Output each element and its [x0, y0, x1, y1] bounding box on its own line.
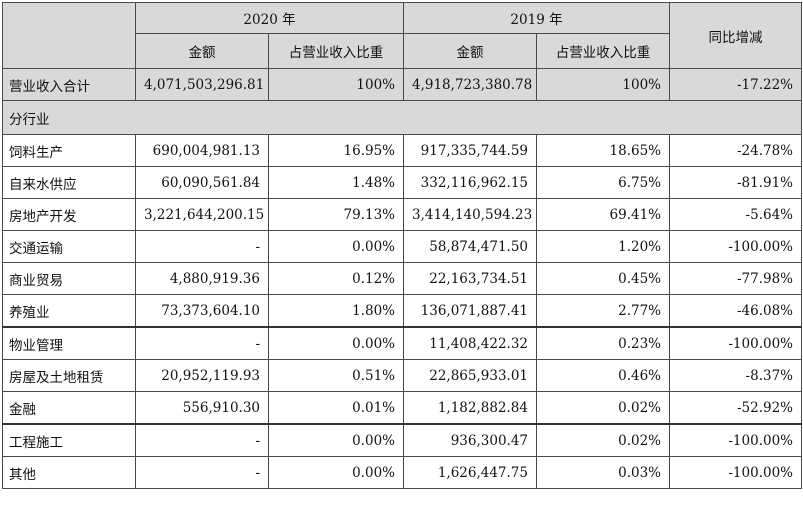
ratio-2019: 0.45% [536, 262, 670, 295]
table-row: 金融 556,910.30 0.01% 1,182,882.84 0.02% -52.92… [2, 391, 802, 425]
table-row: 物业管理 -0.00% 11,408,422.32 0.23% -100.00% [2, 326, 802, 360]
amount-2020: - [135, 423, 269, 457]
header-row-metrics: 金额 占营业收入比重 金额 占营业收入比重 [3, 33, 802, 69]
yoy: -8.37% [669, 359, 802, 392]
header-row-years: 2020 年 2019 年 同比增减 [2, 2, 802, 69]
row-label: 交通运输 [2, 230, 136, 263]
total-yoy: -17.22% [669, 68, 802, 101]
total-row: 营业收入合计 4,071,503,296.81 100% 4,918,723,3… [2, 68, 802, 101]
table-row: 养殖业 73,373,604.10 1.80% 136,071,887.41 2.77%… [2, 294, 802, 328]
ratio-2019: 69.41% [536, 198, 670, 231]
row-label: 饲料生产 [2, 134, 136, 167]
yoy: -81.91% [669, 166, 802, 199]
yoy: -100.00% [669, 230, 802, 263]
ratio-2020: 0.12% [268, 262, 404, 295]
table-row: 自来水供应 60,090,561.84 1.48% 332,116,962.15 6.7… [2, 166, 802, 199]
yoy: -5.64% [669, 198, 802, 231]
total-label: 营业收入合计 [2, 68, 136, 101]
header-blank [2, 2, 136, 69]
total-amount-2019: 4,918,723,380.78 [403, 68, 537, 101]
amount-2019: 1,626,447.75 [403, 456, 537, 489]
ratio-2020: 0.00% [268, 423, 404, 457]
ratio-2020: 0.00% [268, 456, 404, 489]
amount-2020: - [135, 456, 269, 489]
amount-2020: 60,090,561.84 [135, 166, 269, 199]
amount-2019: 22,163,734.51 [403, 262, 537, 295]
amount-2019: 917,335,744.59 [403, 134, 537, 167]
section-label: 分行业 [2, 100, 802, 135]
total-ratio-2019: 100% [536, 68, 670, 101]
header-ratio-2019: 占营业收入比重 [536, 33, 670, 69]
row-label: 房地产开发 [2, 198, 136, 231]
row-label: 自来水供应 [2, 166, 136, 199]
ratio-2020: 79.13% [268, 198, 404, 231]
ratio-2019: 0.02% [536, 391, 670, 425]
row-label: 物业管理 [2, 326, 136, 360]
row-label: 商业贸易 [2, 262, 136, 295]
ratio-2020: 0.00% [268, 230, 404, 263]
amount-2019: 11,408,422.32 [403, 326, 537, 360]
table-row: 工程施工 -0.00% 936,300.47 0.02% -100.00% [2, 423, 802, 457]
ratio-2020: 0.51% [268, 359, 404, 392]
revenue-table: 2020 年 2019 年 同比增减 金额 占营业收入比重 金额 占营业收入比重… [2, 2, 802, 489]
yoy: -46.08% [669, 294, 802, 328]
row-label: 养殖业 [2, 294, 136, 328]
ratio-2020: 16.95% [268, 134, 404, 167]
amount-2019: 3,414,140,594.23 [403, 198, 537, 231]
row-label: 工程施工 [2, 423, 136, 457]
amount-2019: 22,865,933.01 [403, 359, 537, 392]
amount-2019: 136,071,887.41 [403, 294, 537, 328]
header-yoy: 同比增减 [669, 2, 802, 69]
header-ratio-2020: 占营业收入比重 [268, 33, 404, 69]
amount-2019: 936,300.47 [403, 423, 537, 457]
yoy: -52.92% [669, 391, 802, 425]
yoy: -100.00% [669, 326, 802, 360]
amount-2020: - [135, 230, 269, 263]
ratio-2019: 2.77% [536, 294, 670, 328]
ratio-2020: 1.48% [268, 166, 404, 199]
table-row: 交通运输 -0.00% 58,874,471.50 1.20% -100.00% [2, 230, 802, 263]
ratio-2020: 1.80% [268, 294, 404, 328]
header-amount-2020: 金额 [135, 33, 269, 69]
yoy: -24.78% [669, 134, 802, 167]
ratio-2019: 0.03% [536, 456, 670, 489]
table-row: 饲料生产 690,004,981.13 16.95% 917,335,744.59 18… [2, 134, 802, 167]
amount-2020: - [135, 326, 269, 360]
amount-2020: 73,373,604.10 [135, 294, 269, 328]
header-amount-2019: 金额 [403, 33, 537, 69]
table-row: 其他 -0.00% 1,626,447.75 0.03% -100.00% [2, 456, 802, 489]
header-year-2020: 2020 年 [135, 2, 404, 34]
yoy: -77.98% [669, 262, 802, 295]
section-row: 分行业 [2, 100, 802, 135]
amount-2020: 4,880,919.36 [135, 262, 269, 295]
amount-2020: 3,221,644,200.15 [135, 198, 269, 231]
yoy: -100.00% [669, 456, 802, 489]
total-amount-2020: 4,071,503,296.81 [135, 68, 269, 101]
amount-2020: 690,004,981.13 [135, 134, 269, 167]
ratio-2019: 1.20% [536, 230, 670, 263]
amount-2019: 332,116,962.15 [403, 166, 537, 199]
amount-2020: 20,952,119.93 [135, 359, 269, 392]
table-row: 房地产开发 3,221,644,200.15 79.13% 3,414,140,594… [2, 198, 802, 231]
table-row: 房屋及土地租赁 20,952,119.93 0.51% 22,865,933.01 0.… [2, 359, 802, 392]
ratio-2019: 18.65% [536, 134, 670, 167]
ratio-2019: 0.46% [536, 359, 670, 392]
amount-2019: 58,874,471.50 [403, 230, 537, 263]
amount-2020: 556,910.30 [135, 391, 269, 425]
row-label: 房屋及土地租赁 [2, 359, 136, 392]
total-ratio-2020: 100% [268, 68, 404, 101]
yoy: -100.00% [669, 423, 802, 457]
ratio-2020: 0.01% [268, 391, 404, 425]
header-year-2019: 2019 年 [403, 2, 670, 34]
ratio-2020: 0.00% [268, 326, 404, 360]
amount-2019: 1,182,882.84 [403, 391, 537, 425]
row-label: 其他 [2, 456, 136, 489]
table-row: 商业贸易 4,880,919.36 0.12% 22,163,734.51 0.45% -… [2, 262, 802, 295]
ratio-2019: 0.02% [536, 423, 670, 457]
ratio-2019: 0.23% [536, 326, 670, 360]
ratio-2019: 6.75% [536, 166, 670, 199]
row-label: 金融 [2, 391, 136, 425]
